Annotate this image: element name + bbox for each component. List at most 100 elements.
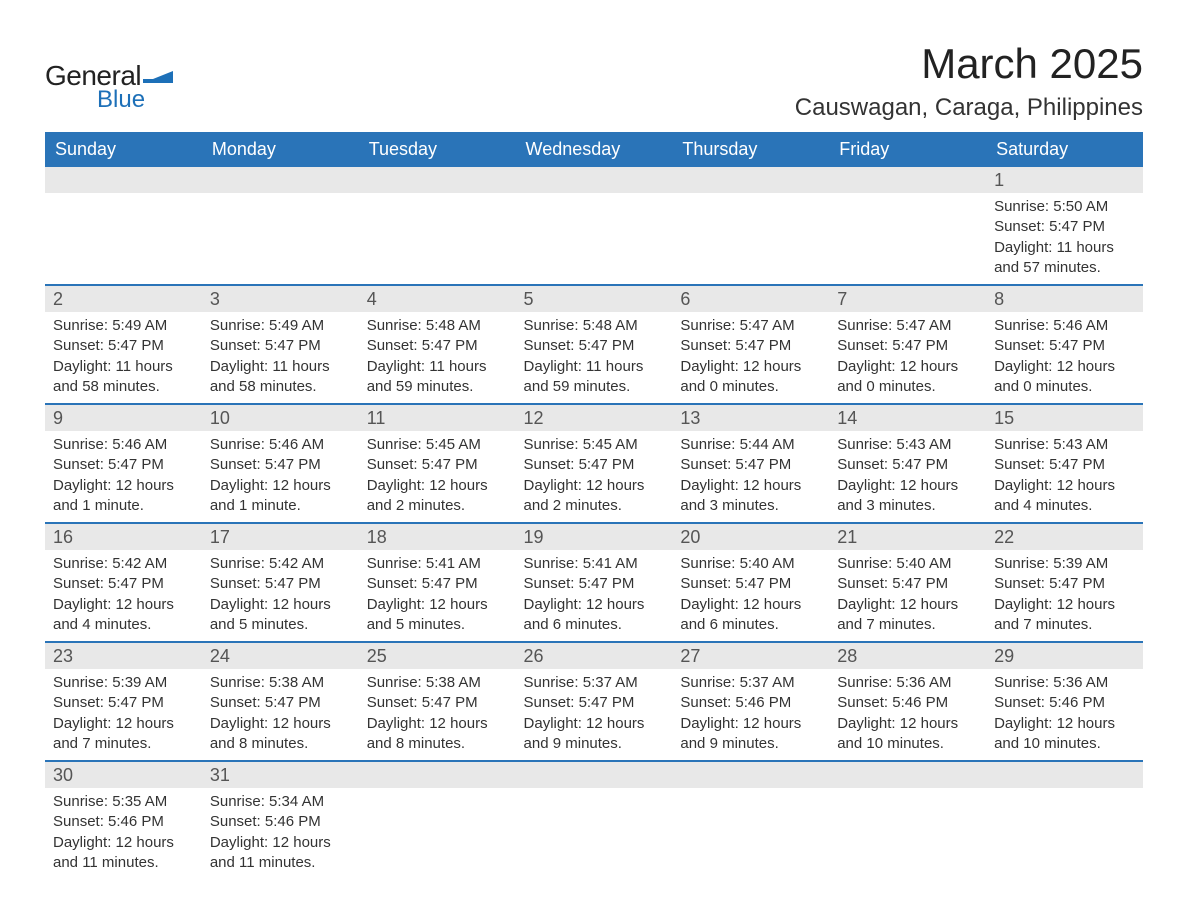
sunset-text: Sunset: 5:47 PM: [680, 336, 821, 356]
calendar-cell: 10Sunrise: 5:46 AMSunset: 5:47 PMDayligh…: [202, 404, 359, 523]
daylight-text: Daylight: 12 hours and 4 minutes.: [53, 595, 194, 636]
day-number: 18: [359, 524, 516, 550]
calendar-cell: 21Sunrise: 5:40 AMSunset: 5:47 PMDayligh…: [829, 523, 986, 642]
day-content: Sunrise: 5:48 AMSunset: 5:47 PMDaylight:…: [359, 312, 516, 403]
day-content: Sunrise: 5:45 AMSunset: 5:47 PMDaylight:…: [359, 431, 516, 522]
calendar-cell: [672, 761, 829, 879]
sunset-text: Sunset: 5:47 PM: [680, 574, 821, 594]
sunset-text: Sunset: 5:46 PM: [53, 812, 194, 832]
calendar-cell: [829, 167, 986, 285]
day-content: Sunrise: 5:35 AMSunset: 5:46 PMDaylight:…: [45, 788, 202, 879]
day-number: [986, 762, 1143, 788]
calendar-header: SundayMondayTuesdayWednesdayThursdayFrid…: [45, 132, 1143, 167]
month-title: March 2025: [795, 40, 1143, 88]
sunrise-text: Sunrise: 5:37 AM: [524, 673, 665, 693]
daylight-text: Daylight: 12 hours and 10 minutes.: [837, 714, 978, 755]
day-number: 12: [516, 405, 673, 431]
weekday-header: Friday: [829, 132, 986, 167]
calendar-cell: 31Sunrise: 5:34 AMSunset: 5:46 PMDayligh…: [202, 761, 359, 879]
calendar-cell: 4Sunrise: 5:48 AMSunset: 5:47 PMDaylight…: [359, 285, 516, 404]
daylight-text: Daylight: 12 hours and 3 minutes.: [837, 476, 978, 517]
calendar-cell: 15Sunrise: 5:43 AMSunset: 5:47 PMDayligh…: [986, 404, 1143, 523]
sunrise-text: Sunrise: 5:45 AM: [524, 435, 665, 455]
day-number: 13: [672, 405, 829, 431]
day-number: 20: [672, 524, 829, 550]
sunset-text: Sunset: 5:47 PM: [837, 574, 978, 594]
sunrise-text: Sunrise: 5:48 AM: [367, 316, 508, 336]
calendar-week: 16Sunrise: 5:42 AMSunset: 5:47 PMDayligh…: [45, 523, 1143, 642]
calendar-cell: 12Sunrise: 5:45 AMSunset: 5:47 PMDayligh…: [516, 404, 673, 523]
sunset-text: Sunset: 5:46 PM: [994, 693, 1135, 713]
calendar-cell: [359, 167, 516, 285]
sunrise-text: Sunrise: 5:38 AM: [210, 673, 351, 693]
location-label: Causwagan, Caraga, Philippines: [795, 94, 1143, 122]
sunset-text: Sunset: 5:47 PM: [524, 455, 665, 475]
weekday-header: Tuesday: [359, 132, 516, 167]
day-content: Sunrise: 5:47 AMSunset: 5:47 PMDaylight:…: [829, 312, 986, 403]
calendar-cell: 1Sunrise: 5:50 AMSunset: 5:47 PMDaylight…: [986, 167, 1143, 285]
calendar-cell: 3Sunrise: 5:49 AMSunset: 5:47 PMDaylight…: [202, 285, 359, 404]
daylight-text: Daylight: 11 hours and 58 minutes.: [210, 357, 351, 398]
day-number: 31: [202, 762, 359, 788]
day-content: Sunrise: 5:40 AMSunset: 5:47 PMDaylight:…: [672, 550, 829, 641]
weekday-header: Monday: [202, 132, 359, 167]
calendar-cell: 11Sunrise: 5:45 AMSunset: 5:47 PMDayligh…: [359, 404, 516, 523]
day-content: Sunrise: 5:47 AMSunset: 5:47 PMDaylight:…: [672, 312, 829, 403]
day-number: 25: [359, 643, 516, 669]
sunrise-text: Sunrise: 5:47 AM: [680, 316, 821, 336]
sunset-text: Sunset: 5:46 PM: [837, 693, 978, 713]
day-number: 4: [359, 286, 516, 312]
sunrise-text: Sunrise: 5:34 AM: [210, 792, 351, 812]
calendar-week: 2 Sunrise: 5:49 AM Sunset: 5:47 PM Daylight…: [45, 285, 1143, 404]
calendar-cell: 26Sunrise: 5:37 AMSunset: 5:47 PMDayligh…: [516, 642, 673, 761]
day-content: Sunrise: 5:42 AMSunset: 5:47 PMDaylight:…: [202, 550, 359, 641]
calendar-cell: [986, 761, 1143, 879]
title-block: March 2025 Causwagan, Caraga, Philippine…: [795, 40, 1143, 122]
calendar-cell: [516, 167, 673, 285]
sunrise-text: Sunrise: 5:42 AM: [53, 554, 194, 574]
daylight-text: Daylight: 12 hours and 1 minute.: [210, 476, 351, 517]
daylight-text: Daylight: 12 hours and 7 minutes.: [837, 595, 978, 636]
day-content: Sunrise: 5:40 AMSunset: 5:47 PMDaylight:…: [829, 550, 986, 641]
calendar-cell: 8Sunrise: 5:46 AMSunset: 5:47 PMDaylight…: [986, 285, 1143, 404]
day-content: [672, 788, 829, 866]
sunrise-text: Sunrise: 5:46 AM: [53, 435, 194, 455]
calendar-cell: 29Sunrise: 5:36 AMSunset: 5:46 PMDayligh…: [986, 642, 1143, 761]
sunrise-text: Sunrise: 5:40 AM: [837, 554, 978, 574]
day-number: [359, 167, 516, 193]
day-content: Sunrise: 5:46 AMSunset: 5:47 PMDaylight:…: [202, 431, 359, 522]
day-content: Sunrise: 5:42 AMSunset: 5:47 PMDaylight:…: [45, 550, 202, 641]
header: General Blue March 2025 Causwagan, Carag…: [45, 40, 1143, 122]
calendar-cell: 2Sunrise: 5:49 AMSunset: 5:47 PMDaylight…: [45, 285, 202, 404]
day-number: [359, 762, 516, 788]
sunrise-text: Sunrise: 5:43 AM: [994, 435, 1135, 455]
day-number: 14: [829, 405, 986, 431]
sunset-text: Sunset: 5:47 PM: [210, 574, 351, 594]
day-number: 15: [986, 405, 1143, 431]
sunset-text: Sunset: 5:47 PM: [367, 693, 508, 713]
day-number: 3: [202, 286, 359, 312]
day-number: 24: [202, 643, 359, 669]
day-number: 2: [45, 286, 202, 312]
day-content: [45, 193, 202, 271]
sunset-text: Sunset: 5:47 PM: [524, 336, 665, 356]
day-content: [829, 788, 986, 866]
daylight-text: Daylight: 11 hours and 57 minutes.: [994, 238, 1135, 279]
flag-icon: [143, 65, 173, 90]
calendar-cell: 7Sunrise: 5:47 AMSunset: 5:47 PMDaylight…: [829, 285, 986, 404]
calendar-table: SundayMondayTuesdayWednesdayThursdayFrid…: [45, 132, 1143, 879]
day-content: Sunrise: 5:45 AMSunset: 5:47 PMDaylight:…: [516, 431, 673, 522]
daylight-text: Daylight: 12 hours and 11 minutes.: [53, 833, 194, 874]
sunrise-text: Sunrise: 5:39 AM: [994, 554, 1135, 574]
calendar-cell: 17Sunrise: 5:42 AMSunset: 5:47 PMDayligh…: [202, 523, 359, 642]
sunset-text: Sunset: 5:47 PM: [367, 455, 508, 475]
sunrise-text: Sunrise: 5:47 AM: [837, 316, 978, 336]
calendar-cell: 23Sunrise: 5:39 AMSunset: 5:47 PMDayligh…: [45, 642, 202, 761]
daylight-text: Daylight: 12 hours and 7 minutes.: [994, 595, 1135, 636]
sunrise-text: Sunrise: 5:36 AM: [994, 673, 1135, 693]
calendar-cell: [829, 761, 986, 879]
day-content: Sunrise: 5:48 AMSunset: 5:47 PMDaylight:…: [516, 312, 673, 403]
day-content: Sunrise: 5:46 AMSunset: 5:47 PMDaylight:…: [986, 312, 1143, 403]
weekday-header: Wednesday: [516, 132, 673, 167]
sunrise-text: Sunrise: 5:49 AM: [210, 316, 351, 336]
